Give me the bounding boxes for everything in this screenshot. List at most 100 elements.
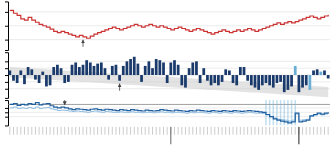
bar bbox=[268, 75, 271, 85]
tick-mark bbox=[5, 12, 8, 13]
bar bbox=[56, 65, 59, 75]
x-tick bbox=[64, 127, 65, 135]
bar bbox=[298, 75, 301, 92]
x-tick bbox=[123, 127, 124, 135]
separator bbox=[298, 127, 299, 144]
tick bbox=[5, 40, 8, 41]
x-tick bbox=[218, 127, 219, 135]
x-tick bbox=[119, 127, 120, 135]
x-tick bbox=[86, 127, 87, 135]
x-tick bbox=[309, 127, 310, 135]
x-tick bbox=[46, 127, 47, 135]
grid-line bbox=[8, 25, 330, 26]
bar bbox=[27, 67, 30, 75]
bar bbox=[12, 75, 15, 81]
x-tick bbox=[320, 127, 321, 135]
tick bbox=[5, 117, 8, 118]
x-tick bbox=[258, 127, 259, 135]
bar bbox=[191, 62, 194, 75]
bar bbox=[8, 70, 11, 75]
tick-mark bbox=[5, 40, 8, 41]
x-tick bbox=[57, 127, 58, 135]
bar bbox=[265, 75, 268, 83]
bar bbox=[290, 75, 293, 86]
x-tick bbox=[24, 127, 25, 135]
tick bbox=[5, 68, 8, 69]
tick-mark bbox=[5, 82, 8, 83]
x-tick bbox=[280, 127, 281, 135]
x-tick bbox=[39, 127, 40, 135]
bar bbox=[137, 64, 140, 75]
bar bbox=[78, 67, 81, 75]
x-tick bbox=[20, 127, 21, 135]
tick bbox=[5, 89, 8, 90]
bar bbox=[246, 75, 249, 81]
bar bbox=[276, 75, 279, 83]
grid-line bbox=[8, 116, 330, 117]
x-tick bbox=[247, 127, 248, 135]
x-tick bbox=[240, 127, 241, 135]
bar bbox=[148, 61, 151, 75]
bar bbox=[235, 75, 238, 85]
x-tick bbox=[262, 127, 263, 135]
x-tick bbox=[192, 127, 193, 135]
bar bbox=[144, 66, 147, 75]
bar bbox=[224, 69, 227, 75]
bar bbox=[133, 57, 136, 75]
bar bbox=[294, 66, 297, 75]
bar bbox=[180, 75, 183, 85]
panel bbox=[5, 2, 330, 51]
bar bbox=[34, 75, 37, 80]
tick-mark bbox=[5, 89, 8, 90]
x-tick bbox=[302, 127, 303, 135]
x-tick bbox=[9, 127, 10, 135]
bar bbox=[52, 67, 55, 75]
bar bbox=[151, 68, 154, 75]
x-tick bbox=[229, 127, 230, 135]
x-tick bbox=[324, 127, 325, 135]
arrow bbox=[83, 40, 84, 47]
y-axis bbox=[5, 2, 9, 51]
panel bbox=[5, 53, 330, 99]
bar bbox=[210, 75, 213, 85]
x-tick bbox=[112, 127, 113, 135]
bar bbox=[23, 75, 26, 84]
y-axis bbox=[5, 53, 9, 99]
highlight-line bbox=[269, 100, 271, 125]
bar bbox=[89, 62, 92, 75]
highlight-line bbox=[276, 100, 278, 125]
bar bbox=[107, 75, 110, 80]
x-tick bbox=[148, 127, 149, 135]
bar bbox=[19, 70, 22, 75]
x-tick bbox=[104, 127, 105, 135]
x-tick bbox=[251, 127, 252, 135]
reference-line bbox=[8, 104, 330, 105]
chart-svg bbox=[0, 0, 335, 145]
x-tick bbox=[61, 127, 62, 135]
x-tick bbox=[233, 127, 234, 135]
x-tick bbox=[222, 127, 223, 135]
x-tick bbox=[134, 127, 135, 135]
x-tick bbox=[265, 127, 266, 135]
x-tick bbox=[295, 127, 296, 135]
x-tick bbox=[181, 127, 182, 135]
x-tick bbox=[174, 127, 175, 135]
grid bbox=[8, 12, 330, 40]
bar bbox=[115, 65, 118, 75]
x-tick bbox=[163, 127, 164, 135]
bar bbox=[162, 62, 165, 75]
bar bbox=[126, 61, 129, 75]
bar bbox=[309, 75, 312, 90]
bar bbox=[239, 67, 242, 75]
step-line bbox=[10, 107, 328, 121]
bars bbox=[8, 57, 329, 92]
bar bbox=[261, 75, 264, 85]
bar bbox=[85, 60, 88, 75]
bar bbox=[327, 75, 330, 78]
separator bbox=[170, 127, 171, 144]
bar bbox=[312, 70, 315, 75]
x-tick bbox=[31, 127, 32, 135]
tick-mark bbox=[5, 68, 8, 69]
x-tick bbox=[75, 127, 76, 135]
bar bbox=[158, 60, 161, 75]
